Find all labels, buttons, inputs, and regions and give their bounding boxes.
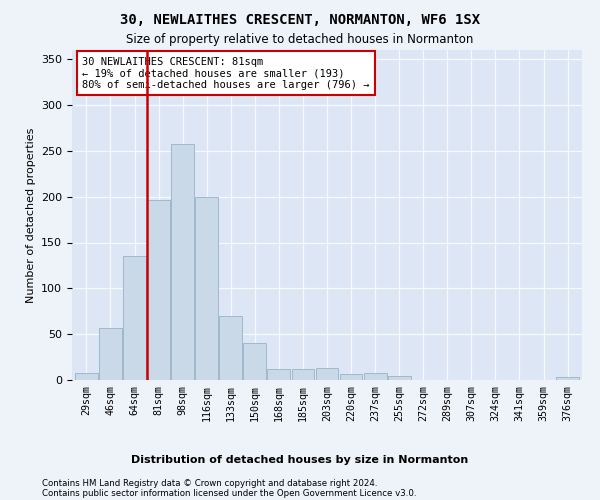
Bar — [268, 369, 290, 380]
Bar — [292, 369, 314, 380]
Bar — [99, 328, 122, 380]
Bar — [556, 377, 579, 380]
Bar — [195, 196, 218, 380]
Bar — [220, 316, 242, 380]
Text: Distribution of detached houses by size in Normanton: Distribution of detached houses by size … — [131, 455, 469, 465]
Text: Size of property relative to detached houses in Normanton: Size of property relative to detached ho… — [127, 32, 473, 46]
Text: 30, NEWLAITHES CRESCENT, NORMANTON, WF6 1SX: 30, NEWLAITHES CRESCENT, NORMANTON, WF6 … — [120, 12, 480, 26]
Y-axis label: Number of detached properties: Number of detached properties — [26, 128, 35, 302]
Bar — [244, 344, 266, 380]
Text: 30 NEWLAITHES CRESCENT: 81sqm
← 19% of detached houses are smaller (193)
80% of : 30 NEWLAITHES CRESCENT: 81sqm ← 19% of d… — [82, 56, 370, 90]
Bar — [388, 376, 410, 380]
Bar — [171, 144, 194, 380]
Text: Contains public sector information licensed under the Open Government Licence v3: Contains public sector information licen… — [42, 489, 416, 498]
Bar — [147, 200, 170, 380]
Bar — [364, 372, 386, 380]
Bar — [123, 256, 146, 380]
Bar — [340, 374, 362, 380]
Text: Contains HM Land Registry data © Crown copyright and database right 2024.: Contains HM Land Registry data © Crown c… — [42, 479, 377, 488]
Bar — [316, 368, 338, 380]
Bar — [75, 372, 98, 380]
